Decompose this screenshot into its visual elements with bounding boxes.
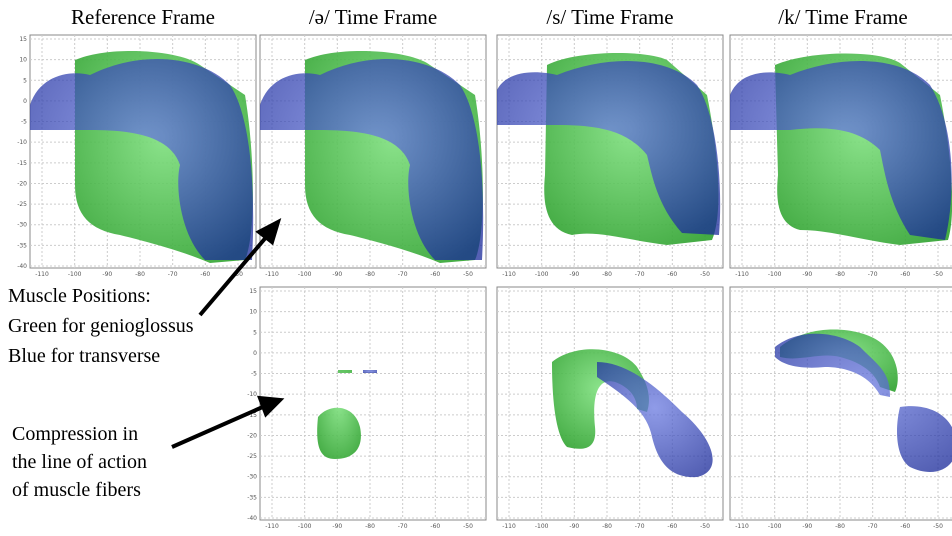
x-tick-label: -60 — [900, 271, 910, 278]
y-tick-label: -25 — [247, 453, 257, 460]
x-tick-label: -90 — [569, 523, 579, 530]
x-tick-label: -80 — [365, 523, 375, 530]
x-tick-label: -50 — [700, 523, 710, 530]
arrow — [172, 406, 265, 447]
x-tick-label: -70 — [398, 271, 408, 278]
x-tick-label: -80 — [602, 523, 612, 530]
y-tick-label: -10 — [247, 391, 257, 398]
y-tick-label: 5 — [253, 329, 257, 336]
panel-title: /ə/ Time Frame — [309, 5, 437, 29]
annotation: of muscle fibers — [12, 479, 141, 501]
x-tick-label: -60 — [667, 271, 677, 278]
x-tick-label: -90 — [102, 271, 112, 278]
x-tick-label: -80 — [835, 271, 845, 278]
panel: -110 -100 -90 -80 -70 -60 -50 — [730, 287, 952, 530]
panel: -110-100-90-80-70-60-50151050-5-10-15-20… — [17, 35, 256, 278]
x-tick-label: -50 — [700, 271, 710, 278]
panel-title: /k/ Time Frame — [778, 5, 908, 29]
x-tick-label: -100 — [768, 523, 782, 530]
x-tick-label: -50 — [463, 271, 473, 278]
annotation: Compression in — [12, 423, 138, 445]
y-tick-label: -30 — [247, 474, 257, 481]
panels: -110-100-90-80-70-60-50151050-5-10-15-20… — [17, 35, 952, 530]
x-tick-label: -110 — [502, 523, 516, 530]
x-tick-label: -90 — [569, 271, 579, 278]
y-tick-label: 10 — [249, 309, 257, 316]
x-tick-label: -90 — [802, 271, 812, 278]
transverse-shape — [363, 370, 377, 373]
x-tick-label: -100 — [298, 523, 312, 530]
panel-title: /s/ Time Frame — [546, 5, 673, 29]
annotation: Muscle Positions: — [8, 285, 151, 307]
panel-title: Reference Frame — [71, 5, 215, 29]
x-tick-label: -110 — [265, 523, 279, 530]
x-tick-label: -60 — [900, 523, 910, 530]
y-tick-label: -40 — [247, 515, 257, 522]
annotation: Green for genioglossus — [8, 315, 194, 337]
x-tick-label: -80 — [835, 523, 845, 530]
x-tick-label: -80 — [602, 271, 612, 278]
y-tick-label: -25 — [17, 201, 27, 208]
figure: -110-100-90-80-70-60-50151050-5-10-15-20… — [0, 0, 952, 536]
y-tick-label: -15 — [17, 160, 27, 167]
y-tick-label: -10 — [17, 139, 27, 146]
x-tick-label: -90 — [332, 271, 342, 278]
x-tick-label: -80 — [135, 271, 145, 278]
y-tick-label: 15 — [249, 288, 257, 295]
y-tick-label: -5 — [251, 371, 257, 378]
x-tick-label: -90 — [332, 523, 342, 530]
x-tick-label: -50 — [463, 523, 473, 530]
x-tick-label: -60 — [430, 271, 440, 278]
x-tick-label: -70 — [635, 271, 645, 278]
x-tick-label: -100 — [298, 271, 312, 278]
x-tick-label: -60 — [667, 523, 677, 530]
x-tick-label: -70 — [398, 523, 408, 530]
x-tick-label: -100 — [68, 271, 82, 278]
x-tick-label: -60 — [200, 271, 210, 278]
x-tick-label: -50 — [933, 523, 943, 530]
x-tick-label: -100 — [768, 271, 782, 278]
y-tick-label: 10 — [19, 57, 27, 64]
annotation: the line of action — [12, 451, 147, 473]
y-tick-label: -40 — [17, 263, 27, 270]
y-tick-label: -20 — [17, 180, 27, 187]
x-tick-label: -70 — [635, 523, 645, 530]
y-tick-label: 5 — [23, 77, 27, 84]
y-tick-label: -35 — [17, 242, 27, 249]
y-tick-label: -30 — [17, 222, 27, 229]
x-tick-label: -110 — [35, 271, 49, 278]
y-tick-label: -5 — [21, 119, 27, 126]
x-tick-label: -100 — [535, 523, 549, 530]
plot-area — [260, 287, 486, 520]
x-tick-label: -110 — [265, 271, 279, 278]
x-tick-label: -50 — [933, 271, 943, 278]
y-tick-label: -35 — [247, 494, 257, 501]
x-tick-label: -70 — [868, 271, 878, 278]
plot-area — [730, 287, 952, 520]
annotation: Blue for transverse — [8, 345, 160, 367]
x-tick-label: -70 — [868, 523, 878, 530]
y-tick-label: -20 — [247, 432, 257, 439]
x-tick-label: -100 — [535, 271, 549, 278]
panel: -110 -100 -90 -80 -70 -60 -50 — [497, 35, 723, 278]
x-tick-label: -80 — [365, 271, 375, 278]
y-tick-label: 0 — [253, 350, 257, 357]
panel: -110 -100 -90 -80 -70 -60 -50 — [260, 35, 486, 278]
x-tick-label: -90 — [802, 523, 812, 530]
panel: -110 -100 -90 -80 -70 -60 -50 — [497, 287, 723, 530]
x-tick-label: -110 — [735, 523, 749, 530]
x-tick-label: -60 — [430, 523, 440, 530]
panel: -110-100-90-80-70-60-50151050-5-10-15-20… — [247, 287, 486, 530]
y-tick-label: 0 — [23, 98, 27, 105]
y-tick-label: 15 — [19, 36, 27, 43]
panel: -110 -100 -90 -80 -70 -60 -50 — [730, 35, 952, 278]
plot-area — [497, 287, 723, 520]
x-tick-label: -110 — [502, 271, 516, 278]
x-tick-label: -110 — [735, 271, 749, 278]
x-tick-label: -70 — [168, 271, 178, 278]
